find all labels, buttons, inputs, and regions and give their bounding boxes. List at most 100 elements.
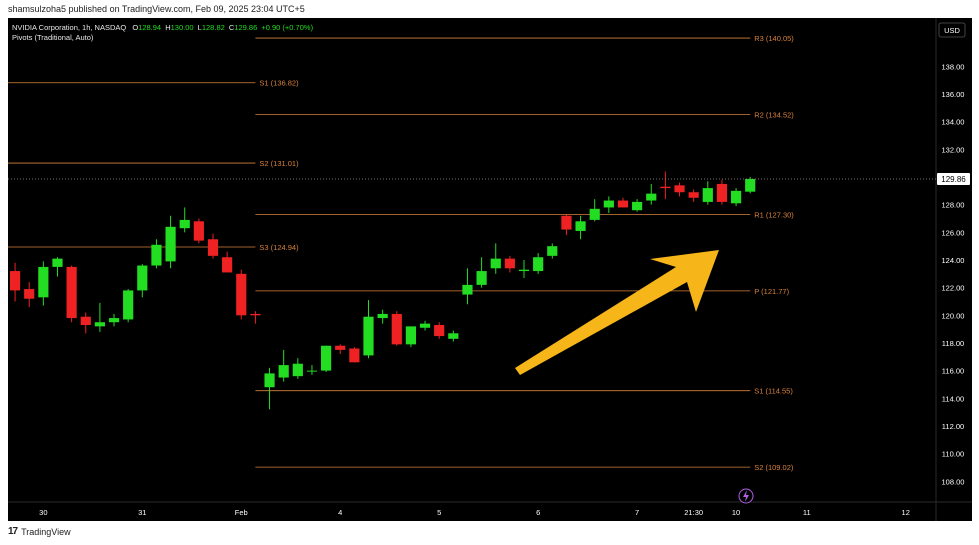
candle <box>236 269 247 320</box>
candle-body <box>391 313 402 345</box>
candle <box>278 349 289 382</box>
candle <box>504 255 515 273</box>
pivot-lines-layer: S1 (136.82) S2 (131.01) S3 (124.94) R3 (140… <box>8 34 794 472</box>
price-tick-label: 132.00 <box>942 145 965 154</box>
current-price-tag-box <box>937 172 970 185</box>
price-tick-label: 110.00 <box>942 450 964 459</box>
legend-close-value: 129.86 <box>234 23 257 32</box>
candle-body <box>179 219 190 229</box>
candle <box>632 199 643 212</box>
candle-body <box>547 246 558 256</box>
time-tick-label: 11 <box>803 508 811 517</box>
price-chart[interactable]: S1 (136.82) S2 (131.01) S3 (124.94) R3 (140… <box>8 18 972 521</box>
time-tick-label: 6 <box>536 508 540 517</box>
candle <box>561 214 572 236</box>
candle <box>575 215 586 240</box>
candle <box>533 253 544 274</box>
candle <box>123 289 134 323</box>
candle <box>434 322 445 339</box>
candle <box>702 181 713 205</box>
candle <box>9 262 21 302</box>
candle <box>222 251 233 273</box>
candle-body <box>24 289 35 299</box>
candle <box>207 233 219 259</box>
candle-body <box>108 318 120 323</box>
legend-open-label: O <box>132 23 138 32</box>
candle-body <box>292 363 303 377</box>
candle-body <box>306 370 318 372</box>
candle-body <box>207 239 219 256</box>
candle-body <box>462 284 473 295</box>
candle <box>603 196 614 213</box>
legend-change: +0.90 (+0.70%) <box>261 23 313 32</box>
price-tick-label: 138.00 <box>942 62 965 71</box>
candle-body <box>250 313 261 316</box>
candle-body <box>688 192 699 198</box>
candle <box>335 344 346 355</box>
candle <box>264 367 275 410</box>
legend: NVIDIA Corporation, 1h, NASDAQ O128.94 H… <box>12 23 314 42</box>
candle <box>151 239 162 269</box>
candle <box>547 243 558 259</box>
candle-body <box>419 323 431 328</box>
candle <box>391 311 402 346</box>
candle-body <box>94 322 105 327</box>
tradingview-footer: 17 TradingView <box>8 526 71 537</box>
lightning-icon[interactable] <box>738 488 754 504</box>
candle-body <box>363 316 374 356</box>
pivot-label-s2-1: S2 (109.02) <box>754 463 794 472</box>
candle-body <box>80 316 91 325</box>
candle <box>250 311 261 324</box>
candle <box>660 171 671 200</box>
candle-body <box>730 190 742 204</box>
price-tick-label: 134.00 <box>942 118 965 127</box>
candle <box>193 218 204 244</box>
candle <box>730 188 742 207</box>
legend-low-value: 128.82 <box>202 23 225 32</box>
candle-body <box>377 313 388 319</box>
candle <box>476 257 487 288</box>
candle <box>377 309 388 324</box>
price-tick-label: 126.00 <box>942 228 965 237</box>
current-price-tag: 129.86 <box>937 172 970 185</box>
candle-body <box>123 290 134 320</box>
candle-body <box>617 200 629 208</box>
candle-body <box>716 183 728 202</box>
currency-label[interactable]: USD <box>944 26 960 35</box>
price-tick-label: 114.00 <box>942 394 964 403</box>
candle-body <box>646 193 657 201</box>
candle-body <box>561 215 572 230</box>
candle <box>405 326 417 348</box>
candle <box>24 282 35 308</box>
publisher-caption: shamsulzoha5 published on TradingView.co… <box>8 4 305 14</box>
chart-background <box>8 18 972 521</box>
price-tick-label: 128.00 <box>942 201 965 210</box>
price-tick-label: 122.00 <box>942 284 965 293</box>
trend-arrow <box>515 250 719 375</box>
currency-button-box[interactable] <box>938 22 966 38</box>
price-tick-label: 120.00 <box>942 311 965 320</box>
legend-high-label: H <box>165 23 170 32</box>
time-tick-label: 5 <box>437 508 441 517</box>
candle-body <box>137 265 148 291</box>
candle-body <box>335 345 346 350</box>
price-axis[interactable]: 108.00 110.00 112.00 114.00 116.00 118.00 120.… <box>942 62 965 486</box>
price-tick-label: 108.00 <box>942 477 965 486</box>
candle <box>38 261 49 306</box>
candle-body <box>349 348 360 363</box>
candle-body <box>702 188 713 202</box>
candle <box>52 257 63 277</box>
candle-body <box>745 178 756 192</box>
time-tick-label: 4 <box>338 508 342 517</box>
price-tick-label: 118.00 <box>942 339 964 348</box>
candle <box>349 347 360 363</box>
candle <box>66 265 77 323</box>
time-axis[interactable]: 30 31 Feb 4 5 6 7 21:30 10 11 12 <box>39 508 910 517</box>
candle-body <box>674 185 685 193</box>
pivot-label-r2-1: R2 (134.52) <box>754 111 794 120</box>
currency-button[interactable]: USD <box>938 22 966 38</box>
candle-body <box>321 345 332 371</box>
candle-body <box>236 273 247 316</box>
pivot-label-s1-1: S1 (114.55) <box>754 387 793 396</box>
